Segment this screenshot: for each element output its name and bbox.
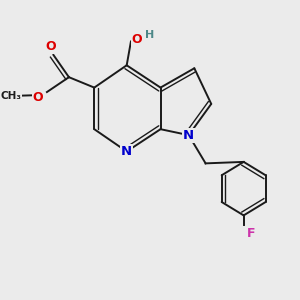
Text: O: O: [33, 91, 43, 104]
Text: H: H: [146, 30, 155, 40]
Text: N: N: [121, 145, 132, 158]
Text: O: O: [46, 40, 56, 53]
Text: CH₃: CH₃: [0, 91, 21, 101]
Text: N: N: [183, 129, 194, 142]
Text: F: F: [246, 227, 255, 240]
Text: O: O: [132, 33, 142, 46]
